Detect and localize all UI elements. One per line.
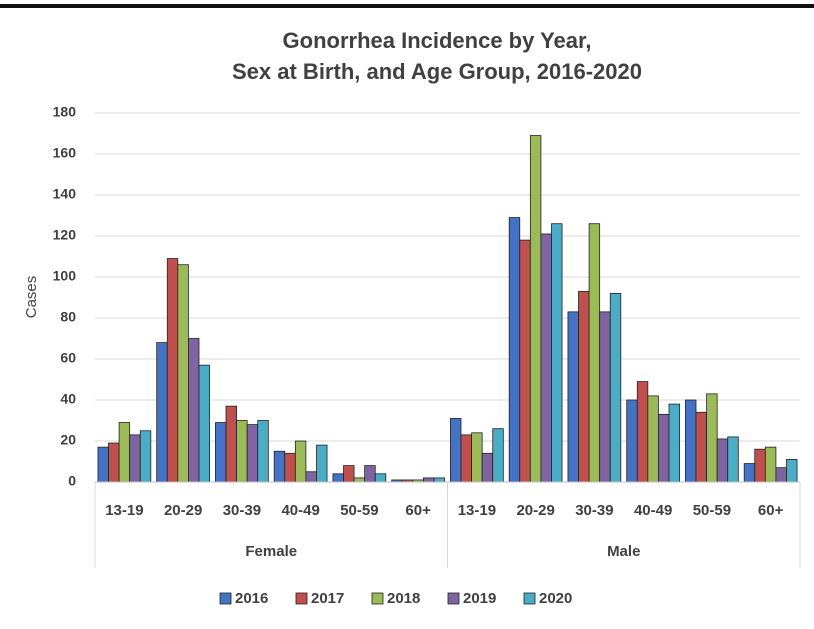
bar: [97, 446, 109, 483]
bar: [626, 399, 638, 483]
x-tick-label: 13-19: [105, 502, 143, 519]
bar: [257, 420, 269, 483]
bar: [353, 477, 366, 483]
legend-swatch: [523, 592, 536, 605]
group-label: Female: [245, 543, 297, 560]
group-label: Male: [607, 543, 640, 560]
bar: [188, 338, 200, 483]
legend-label: 2016: [235, 590, 268, 607]
bar: [599, 311, 611, 483]
bar: [215, 422, 227, 483]
legend-label: 2017: [311, 590, 344, 607]
bar: [198, 364, 210, 483]
bar: [481, 452, 494, 483]
bar: [118, 422, 131, 483]
y-axis-label: Cases: [23, 276, 40, 319]
y-tick-label: 100: [53, 268, 77, 284]
bar: [764, 446, 777, 483]
bar: [433, 477, 445, 483]
bar: [332, 473, 344, 483]
bar: [471, 432, 483, 483]
legend-swatch: [371, 592, 384, 605]
bar: [294, 440, 307, 483]
bar: [529, 135, 542, 483]
bar: [492, 428, 504, 483]
x-tick-label: 30-39: [575, 502, 613, 519]
bar: [225, 405, 237, 483]
bar: [139, 430, 152, 483]
x-tick-label: 60+: [758, 502, 784, 519]
bar: [551, 223, 563, 483]
top-rule: [0, 4, 814, 8]
legend-label: 2018: [387, 590, 420, 607]
bar: [343, 465, 355, 483]
bar: [246, 424, 259, 483]
bar: [364, 465, 376, 483]
bar: [578, 290, 590, 483]
y-tick-label: 40: [60, 391, 76, 407]
bar: [108, 442, 120, 483]
y-tick-label: 180: [53, 104, 77, 120]
legend-swatch: [447, 592, 460, 605]
bar: [706, 393, 718, 483]
bar: [716, 438, 729, 483]
x-tick-label: 30-39: [223, 502, 261, 519]
x-tick-label: 60+: [405, 502, 431, 519]
bar: [754, 448, 766, 483]
bar: [668, 403, 680, 483]
bar: [460, 434, 472, 483]
bar: [658, 413, 670, 483]
bar: [423, 477, 435, 483]
y-tick-label: 160: [53, 145, 77, 161]
y-tick-label: 80: [60, 309, 76, 325]
y-tick-label: 140: [53, 186, 77, 202]
chart-title: Gonorrhea Incidence by Year,: [283, 28, 592, 53]
bar: [519, 239, 531, 483]
bar: [743, 463, 756, 483]
bar: [695, 411, 707, 483]
y-tick-label: 20: [60, 432, 76, 448]
bar: [588, 223, 601, 483]
bar: [316, 444, 328, 483]
chart-title: Sex at Birth, and Age Group, 2016-2020: [232, 59, 642, 84]
bar: [374, 473, 387, 483]
bar: [236, 420, 248, 483]
legend-swatch: [219, 592, 232, 605]
legend-swatch: [295, 592, 308, 605]
x-tick-label: 50-59: [693, 502, 731, 519]
bar: [156, 342, 168, 483]
x-tick-label: 50-59: [340, 502, 378, 519]
x-tick-label: 20-29: [164, 502, 202, 519]
legend-label: 2020: [539, 590, 572, 607]
bar: [540, 233, 552, 483]
bar: [166, 258, 179, 483]
legend-label: 2019: [463, 590, 496, 607]
bar: [305, 471, 317, 483]
bar: [727, 436, 739, 483]
y-tick-label: 0: [68, 473, 76, 489]
x-tick-label: 13-19: [458, 502, 496, 519]
bar: [775, 467, 787, 483]
bar: [685, 399, 697, 483]
bar: [177, 264, 189, 483]
bar: [636, 381, 649, 483]
x-tick-label: 40-49: [634, 502, 672, 519]
x-tick-label: 20-29: [516, 502, 554, 519]
bar: [609, 292, 622, 483]
bar: [273, 450, 286, 483]
bar: [450, 418, 462, 483]
bar: [508, 217, 521, 483]
bar: [284, 452, 296, 483]
y-tick-label: 120: [53, 227, 77, 243]
y-tick-label: 60: [60, 350, 76, 366]
bar: [129, 434, 141, 483]
bar: [647, 395, 659, 483]
x-tick-label: 40-49: [281, 502, 319, 519]
bar: [786, 459, 798, 483]
bar: [567, 311, 579, 483]
